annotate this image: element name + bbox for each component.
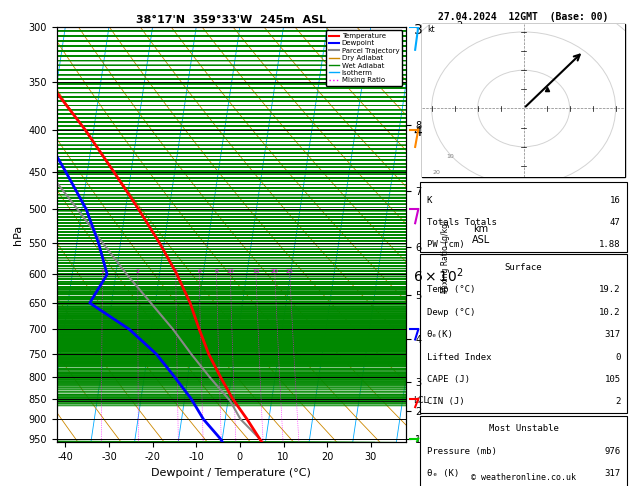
Text: K: K [426,196,432,205]
Text: Dewp (°C): Dewp (°C) [426,308,475,317]
Text: 317: 317 [604,469,621,478]
Text: Pressure (mb): Pressure (mb) [426,447,496,456]
X-axis label: Dewpoint / Temperature (°C): Dewpoint / Temperature (°C) [151,468,311,478]
Text: 4: 4 [174,269,178,275]
Text: 105: 105 [604,375,621,384]
Legend: Temperature, Dewpoint, Parcel Trajectory, Dry Adiabat, Wet Adiabat, Isotherm, Mi: Temperature, Dewpoint, Parcel Trajectory… [326,30,402,86]
Text: 15: 15 [252,269,260,275]
Text: 20: 20 [271,269,279,275]
Text: LCL: LCL [413,397,428,405]
Bar [420,254,627,413]
Text: Surface: Surface [505,263,542,272]
Text: Lifted Index: Lifted Index [426,352,491,362]
Text: 2: 2 [615,397,621,406]
Text: Temp (°C): Temp (°C) [426,285,475,295]
Text: 8: 8 [214,269,218,275]
Bar [420,416,627,486]
Text: 976: 976 [604,447,621,456]
Text: Totals Totals: Totals Totals [426,218,496,227]
Text: 19.2: 19.2 [599,285,621,295]
Text: kt: kt [425,29,433,38]
Y-axis label: km
ASL: km ASL [472,224,490,245]
Text: 10.2: 10.2 [599,308,621,317]
Text: 2: 2 [136,269,140,275]
Text: 1: 1 [101,269,104,275]
Text: 10: 10 [446,154,454,159]
Bar [420,182,627,252]
Text: Most Unstable: Most Unstable [489,424,559,434]
Text: 47: 47 [610,218,621,227]
Text: 27.04.2024  12GMT  (Base: 00): 27.04.2024 12GMT (Base: 00) [438,12,609,22]
Text: θₑ (K): θₑ (K) [426,469,459,478]
Text: © weatheronline.co.uk: © weatheronline.co.uk [471,473,576,482]
Text: kt: kt [427,25,435,34]
Text: 16: 16 [610,196,621,205]
Text: PW (cm): PW (cm) [426,241,464,249]
Text: CIN (J): CIN (J) [426,397,464,406]
Text: 6: 6 [198,269,201,275]
Text: Mixing Ratio (g/kg): Mixing Ratio (g/kg) [440,220,450,293]
Bar [423,24,625,177]
Title: 38°17'N  359°33'W  245m  ASL: 38°17'N 359°33'W 245m ASL [136,15,326,25]
Text: θₑ(K): θₑ(K) [426,330,454,339]
Text: 317: 317 [604,330,621,339]
Text: 10: 10 [226,269,234,275]
Text: CAPE (J): CAPE (J) [426,375,470,384]
Text: 25: 25 [286,269,294,275]
Text: 1.88: 1.88 [599,241,621,249]
Text: 0: 0 [615,352,621,362]
Y-axis label: hPa: hPa [13,225,23,244]
Text: 20: 20 [432,170,440,174]
